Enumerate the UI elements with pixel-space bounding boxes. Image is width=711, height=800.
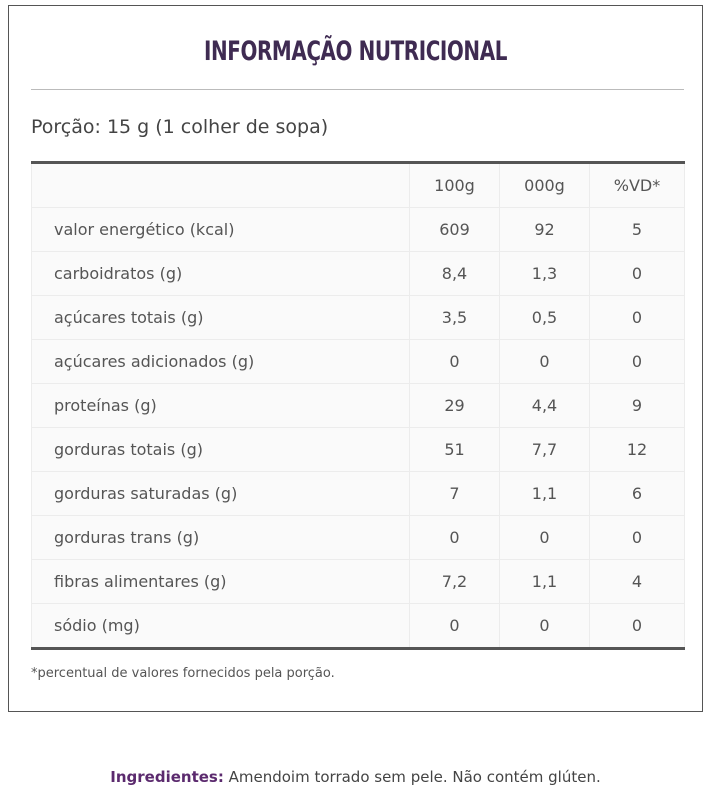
nutrient-row: gorduras saturadas (g) 7 1,1 6 (31, 471, 685, 516)
nutrient-value: 1,3 (499, 251, 590, 296)
nutrient-name: gorduras totais (g) (31, 427, 410, 472)
nutrient-value: 7,2 (409, 559, 500, 604)
nutrient-row: valor energético (kcal) 609 92 5 (31, 207, 685, 252)
nutrient-value: 0 (589, 295, 685, 340)
nutrient-name: carboidratos (g) (31, 251, 410, 296)
nutrient-value: 1,1 (499, 559, 590, 604)
nutrient-row: açúcares adicionados (g) 0 0 0 (31, 339, 685, 384)
nutrient-value: 0 (499, 339, 590, 384)
ingredients-text: Amendoim torrado sem pele. Não contém gl… (228, 768, 601, 786)
nutrient-value: 0 (589, 515, 685, 560)
nutrition-table: 100g 000g %VD* valor energético (kcal) 609 92… (31, 161, 685, 650)
nutrient-value: 0 (409, 339, 500, 384)
nutrient-name: fibras alimentares (g) (31, 559, 410, 604)
nutrient-value: 0 (409, 515, 500, 560)
nutrient-value: 0 (409, 603, 500, 649)
nutrient-row: gorduras trans (g) 0 0 0 (31, 515, 685, 560)
nutrient-value: 4,4 (499, 383, 590, 428)
nutrient-value: 7,7 (499, 427, 590, 472)
nutrient-value: 5 (589, 207, 685, 252)
nutrient-value: 0,5 (499, 295, 590, 340)
nutrient-name: valor energético (kcal) (31, 207, 410, 252)
nutrient-row: sódio (mg) 0 0 0 (31, 603, 685, 649)
serving: Porção: 15 g (1 colher de sopa) (31, 116, 329, 138)
nutrient-value: 4 (589, 559, 685, 604)
nutrient-name: açúcares adicionados (g) (31, 339, 410, 384)
footnote: *percentual de valores fornecidos pela p… (31, 666, 335, 681)
nutrient-row: proteínas (g) 29 4,4 9 (31, 383, 685, 428)
nutrient-row: gorduras totais (g) 51 7,7 12 (31, 427, 685, 472)
nutrient-value: 9 (589, 383, 685, 428)
nutrient-name: gorduras saturadas (g) (31, 471, 410, 516)
header-cell (31, 162, 410, 208)
nutrient-value: 6 (589, 471, 685, 516)
nutrient-value: 0 (589, 603, 685, 649)
nutrient-value: 1,1 (499, 471, 590, 516)
ingredients: Ingredientes: Amendoim torrado sem pele.… (0, 768, 711, 786)
nutrient-value: 0 (499, 603, 590, 649)
header-row: 100g 000g %VD* (31, 162, 685, 208)
nutrient-value: 0 (589, 251, 685, 296)
nutrient-value: 609 (409, 207, 500, 252)
nutrient-name: açúcares totais (g) (31, 295, 410, 340)
nutrient-value: 7 (409, 471, 500, 516)
nutrient-name: gorduras trans (g) (31, 515, 410, 560)
ingredients-label: Ingredientes: (110, 768, 224, 786)
nutrient-value: 3,5 (409, 295, 500, 340)
nutrient-row: fibras alimentares (g) 7,2 1,1 4 (31, 559, 685, 604)
nutrient-name: proteínas (g) (31, 383, 410, 428)
title: INFORMAÇÃO NUTRICIONAL (204, 36, 507, 67)
nutrition-panel: INFORMAÇÃO NUTRICIONAL Porção: 15 g (1 c… (8, 5, 703, 712)
column-header: 000g (499, 162, 590, 208)
nutrient-row: açúcares totais (g) 3,5 0,5 0 (31, 295, 685, 340)
nutrient-row: carboidratos (g) 8,4 1,3 0 (31, 251, 685, 296)
divider (31, 89, 684, 90)
nutrient-value: 29 (409, 383, 500, 428)
nutrient-name: sódio (mg) (31, 603, 410, 649)
column-header: %VD* (589, 162, 685, 208)
nutrient-value: 12 (589, 427, 685, 472)
nutrient-value: 51 (409, 427, 500, 472)
nutrient-value: 0 (589, 339, 685, 384)
nutrient-value: 92 (499, 207, 590, 252)
column-header: 100g (409, 162, 500, 208)
nutrient-value: 8,4 (409, 251, 500, 296)
nutrient-value: 0 (499, 515, 590, 560)
